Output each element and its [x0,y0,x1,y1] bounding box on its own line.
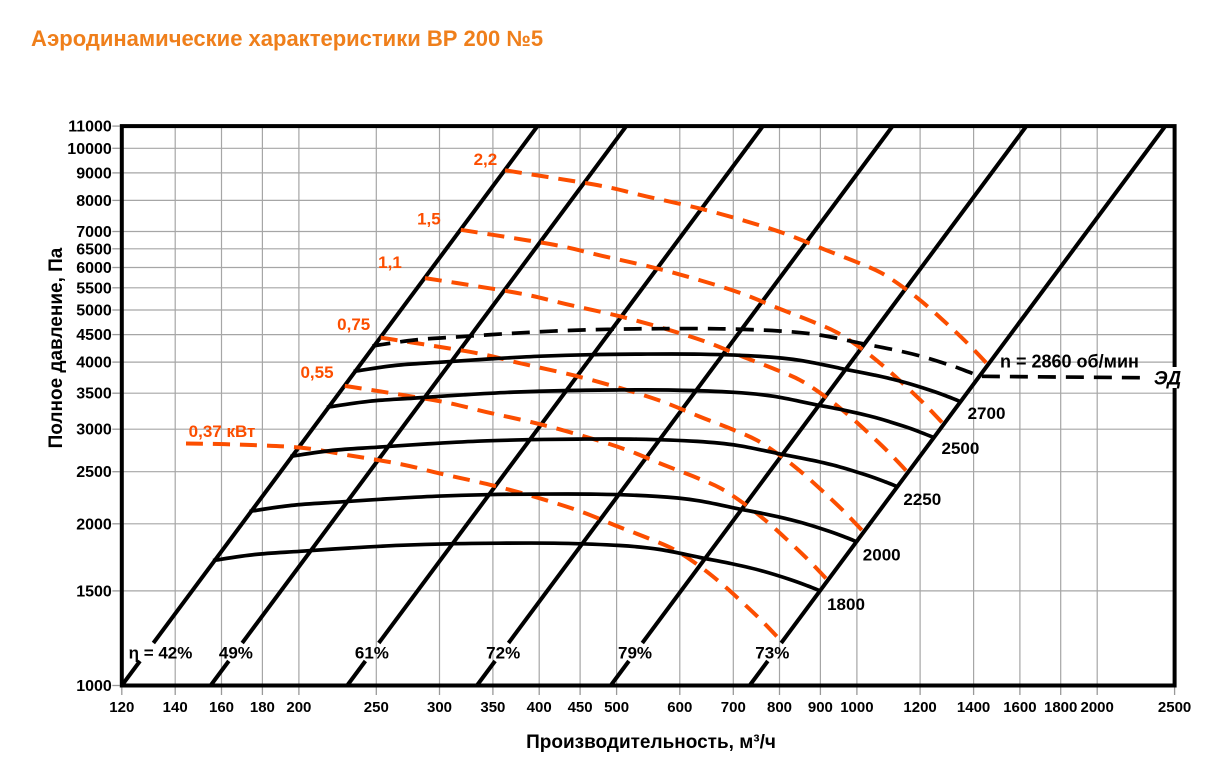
svg-text:1000: 1000 [76,678,112,695]
svg-text:140: 140 [163,699,188,716]
svg-text:1,5: 1,5 [417,209,441,228]
svg-text:1800: 1800 [1044,699,1077,716]
svg-text:1600: 1600 [1003,699,1036,716]
svg-text:2500: 2500 [941,439,979,458]
svg-text:5000: 5000 [76,303,112,320]
svg-text:400: 400 [527,699,552,716]
svg-text:7000: 7000 [76,224,112,241]
svg-text:0,55: 0,55 [300,363,333,382]
svg-text:6000: 6000 [76,260,112,277]
svg-text:72%: 72% [486,644,520,663]
svg-text:Аэродинамические характеристик: Аэродинамические характеристики ВР 200 №… [31,26,543,51]
svg-text:2000: 2000 [76,516,112,533]
svg-text:4000: 4000 [76,355,112,372]
svg-text:0,37 кВт: 0,37 кВт [189,422,256,441]
svg-text:1200: 1200 [903,699,936,716]
svg-text:2500: 2500 [1158,699,1191,716]
svg-text:700: 700 [721,699,746,716]
svg-text:11000: 11000 [68,119,112,136]
svg-text:2000: 2000 [863,546,901,565]
svg-text:3000: 3000 [76,422,112,439]
svg-text:200: 200 [286,699,311,716]
svg-text:1,1: 1,1 [378,253,402,272]
svg-text:2500: 2500 [76,464,112,481]
svg-text:2250: 2250 [903,490,941,509]
svg-text:1500: 1500 [76,583,112,600]
svg-text:ЭД: ЭД [1154,369,1181,390]
svg-text:160: 160 [209,699,234,716]
svg-text:120: 120 [109,699,134,716]
svg-text:6500: 6500 [76,241,112,258]
svg-text:9000: 9000 [76,165,112,182]
svg-text:250: 250 [364,699,389,716]
svg-text:900: 900 [808,699,833,716]
svg-text:0,75: 0,75 [337,315,370,334]
svg-text:49%: 49% [219,644,253,663]
svg-text:1800: 1800 [827,595,865,614]
svg-text:79%: 79% [618,644,652,663]
svg-text:1000: 1000 [840,699,873,716]
svg-text:300: 300 [427,699,452,716]
svg-text:Полное давление, Па: Полное давление, Па [46,247,67,448]
svg-text:600: 600 [667,699,692,716]
svg-text:3500: 3500 [76,386,112,403]
svg-text:Производительность, м³/ч: Производительность, м³/ч [526,732,776,753]
svg-text:5500: 5500 [76,280,112,297]
svg-text:1400: 1400 [957,699,990,716]
svg-text:n = 2860 об/мин: n = 2860 об/мин [1000,352,1139,372]
svg-text:73%: 73% [755,644,789,663]
svg-text:2,2: 2,2 [474,150,498,169]
svg-text:η = 42%: η = 42% [129,644,193,663]
svg-text:2700: 2700 [968,404,1006,423]
svg-text:800: 800 [767,699,792,716]
svg-text:180: 180 [250,699,275,716]
svg-text:10000: 10000 [67,141,112,158]
svg-text:450: 450 [568,699,593,716]
svg-text:500: 500 [604,699,629,716]
svg-text:61%: 61% [355,644,389,663]
svg-text:8000: 8000 [76,193,112,210]
svg-text:350: 350 [480,699,505,716]
svg-text:2000: 2000 [1081,699,1114,716]
svg-text:4500: 4500 [76,327,112,344]
